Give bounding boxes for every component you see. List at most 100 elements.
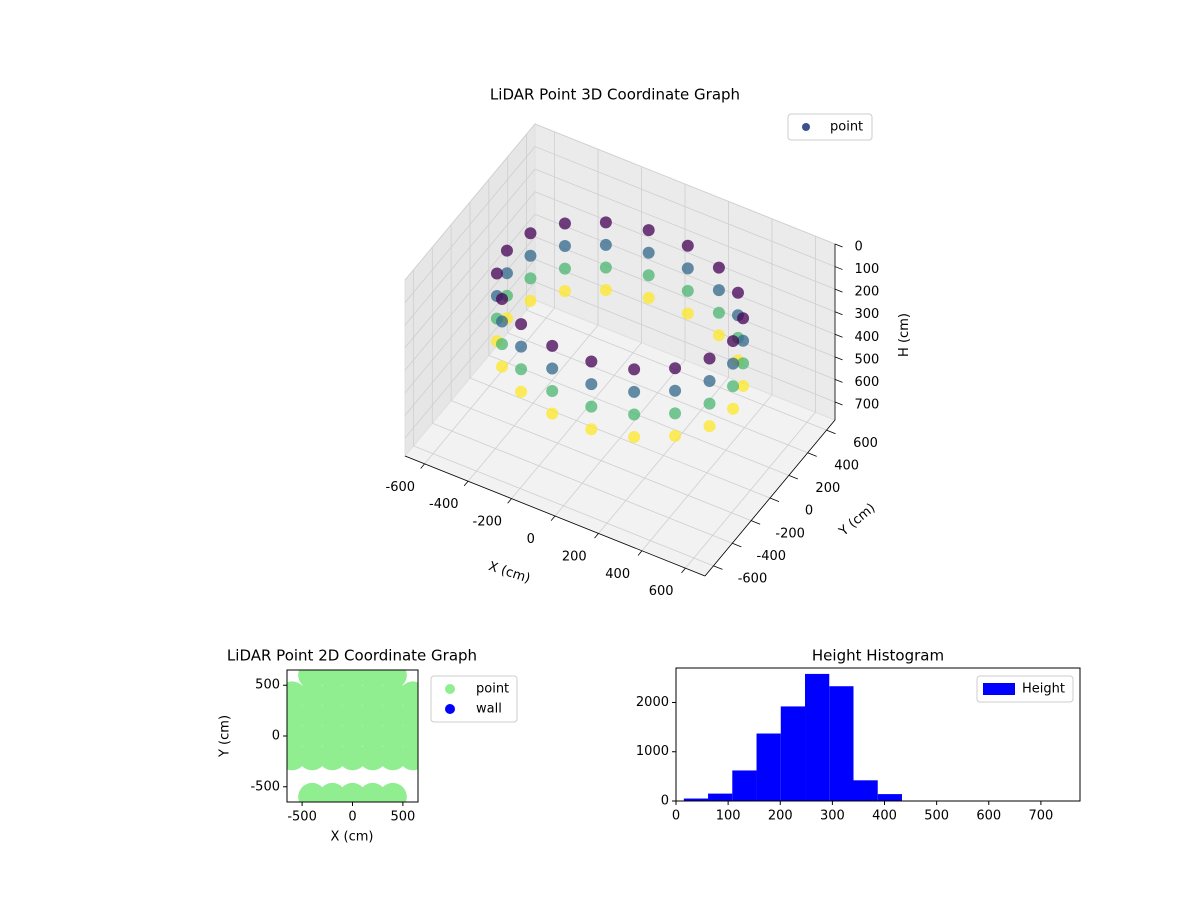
grid-line (534, 213, 836, 335)
x-tick-label: 400 (872, 809, 897, 824)
grid-line (534, 123, 836, 245)
point (712, 261, 725, 274)
point (737, 334, 750, 347)
point (628, 431, 641, 444)
z-tick-label: 300 (855, 307, 880, 322)
x-tick-label: 600 (649, 584, 674, 599)
tick-mark (732, 542, 742, 548)
z-axis-label: H (cm) (897, 313, 912, 357)
x-tick-label: 0 (348, 810, 356, 825)
grid-line (507, 332, 808, 454)
grid-line (432, 422, 733, 544)
x-tick-label: -600 (386, 480, 416, 495)
point (358, 722, 387, 750)
point (358, 742, 387, 771)
point (628, 385, 641, 398)
x-axis-label: X (cm) (486, 559, 532, 587)
point (546, 362, 559, 375)
bar (780, 706, 806, 801)
point (681, 284, 694, 297)
point (712, 329, 725, 342)
point (703, 352, 716, 365)
tick-mark (637, 550, 643, 556)
grid-line (404, 168, 536, 326)
grid-line (534, 281, 836, 403)
plot-area (287, 670, 418, 802)
point (642, 291, 655, 304)
y-tick-label: 0 (272, 729, 280, 744)
point (642, 246, 655, 259)
point (490, 267, 503, 280)
point (642, 224, 655, 237)
tick-mark (834, 379, 843, 383)
point (358, 681, 387, 710)
axes-frame (675, 667, 1081, 802)
point (669, 362, 682, 375)
x-tick-label: -400 (429, 497, 459, 512)
point (669, 407, 682, 420)
grid-line (404, 123, 536, 281)
bar (708, 793, 733, 801)
point (546, 385, 559, 398)
point (515, 318, 528, 331)
y-tick-label: 200 (815, 481, 840, 496)
point (500, 244, 513, 257)
point (496, 360, 509, 373)
point (318, 722, 347, 750)
x-tick-label: 100 (716, 809, 741, 824)
point (378, 722, 407, 750)
legend-box (976, 675, 1074, 703)
point (496, 315, 509, 328)
point (558, 285, 571, 298)
legend-label: Height (1022, 682, 1065, 697)
x-tick-label: 700 (1028, 809, 1053, 824)
point (737, 357, 750, 370)
x-tick-label: 500 (390, 810, 415, 825)
grid-line (451, 400, 752, 521)
tick-mark (507, 498, 512, 504)
z-tick-label: 100 (855, 262, 880, 277)
point (681, 262, 694, 275)
tick-mark (834, 243, 843, 248)
point (524, 294, 537, 307)
point (727, 402, 740, 415)
x-tick-label: 300 (820, 809, 845, 824)
legend-marker (983, 683, 1015, 695)
point (318, 742, 347, 771)
x-tick-label: 200 (562, 549, 587, 564)
point (298, 701, 327, 730)
bar (683, 798, 709, 801)
grid-line (404, 236, 536, 394)
point (558, 217, 571, 230)
y-tick-label: -600 (738, 572, 768, 587)
z-tick-label: 400 (855, 330, 880, 345)
y-tick-label: 0 (805, 504, 813, 519)
point (378, 742, 407, 771)
point (712, 284, 725, 297)
bar (853, 780, 878, 801)
point (558, 240, 571, 253)
z-tick-label: 500 (855, 352, 880, 367)
point (642, 269, 655, 282)
point (599, 238, 612, 251)
point (515, 340, 528, 353)
legend-label: point (476, 682, 509, 697)
point (727, 335, 740, 348)
tick-mark (788, 475, 798, 480)
point (585, 378, 598, 391)
tick-mark (834, 401, 843, 406)
point (496, 292, 509, 305)
tick-mark (751, 520, 761, 525)
point (378, 701, 407, 730)
grid-line (404, 259, 536, 416)
x-axis-label: X (cm) (331, 830, 374, 845)
grid-line (534, 191, 836, 313)
point (599, 284, 612, 297)
legend-box (787, 113, 873, 141)
point (628, 408, 641, 421)
chart-title: LiDAR Point 2D Coordinate Graph (227, 647, 477, 665)
point (585, 355, 598, 368)
bar (805, 673, 830, 801)
point (703, 375, 716, 388)
tick-mark (834, 311, 843, 316)
